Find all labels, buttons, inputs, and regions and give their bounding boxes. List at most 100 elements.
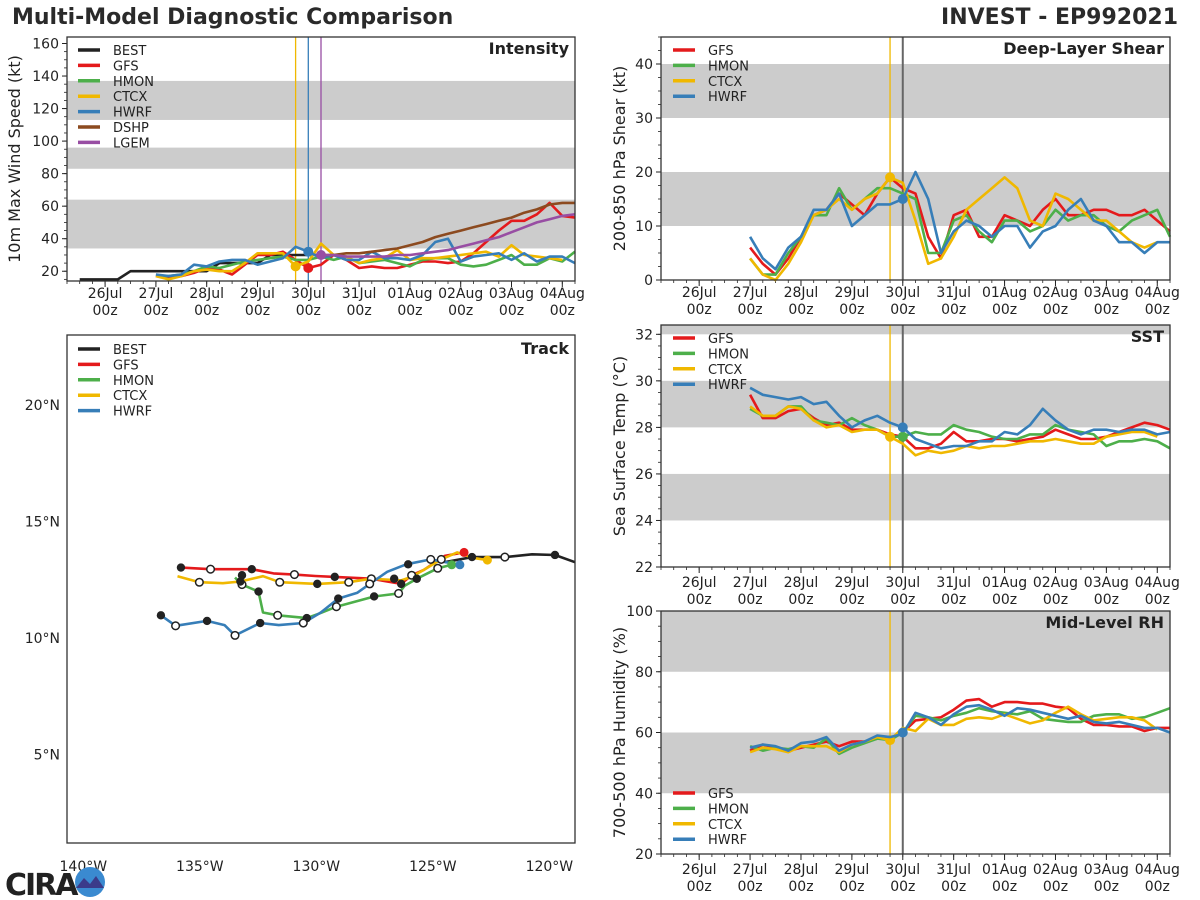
x-tick-label-hour: 00z bbox=[788, 302, 813, 318]
x-tick-label-hour: 00z bbox=[93, 303, 118, 319]
x-tick-label-date: 03Aug bbox=[1084, 862, 1129, 878]
panel-title: Mid-Level RH bbox=[1045, 613, 1164, 632]
legend-label-hmon: HMON bbox=[113, 374, 154, 389]
track-line-ctcx bbox=[177, 551, 488, 586]
threshold-band bbox=[661, 325, 1170, 335]
x-tick-label-date: 03Aug bbox=[1084, 285, 1129, 301]
logo-globe-icon bbox=[75, 867, 105, 897]
y-tick-label: 60 bbox=[635, 726, 653, 742]
track-point-open bbox=[205, 564, 216, 574]
track-point-filled bbox=[396, 579, 406, 589]
x-tick-label-date: 03Aug bbox=[489, 286, 534, 302]
init-marker-gfs bbox=[303, 262, 314, 273]
x-tick-label-hour: 00z bbox=[839, 879, 864, 895]
track-point-filled bbox=[313, 579, 322, 589]
track-point-filled bbox=[334, 594, 343, 603]
series-line-hwrf bbox=[748, 170, 1170, 271]
track-point-open bbox=[365, 579, 375, 589]
x-tick-label-hour: 00z bbox=[245, 303, 270, 319]
init-marker-ctcx bbox=[885, 431, 896, 442]
track-point-filled bbox=[369, 592, 379, 601]
y-tick-label: 80 bbox=[635, 665, 653, 681]
x-tick-label-hour: 00z bbox=[687, 879, 712, 895]
y-tick-label: 20 bbox=[41, 264, 59, 280]
x-tick-label-date: 26Jul bbox=[682, 862, 717, 878]
track-point-open bbox=[289, 570, 299, 580]
track-point-filled bbox=[236, 577, 245, 586]
plot-frame bbox=[660, 610, 1171, 855]
legend-label-best: BEST bbox=[113, 343, 146, 358]
threshold-band bbox=[661, 380, 1170, 428]
y-tick-label: 140 bbox=[32, 69, 59, 85]
x-tick-label-date: 04Aug bbox=[1135, 285, 1180, 301]
series-line-ctcx bbox=[749, 176, 1158, 282]
x-tick-label-hour: 00z bbox=[737, 592, 762, 608]
x-tick-label-hour: 00z bbox=[1094, 592, 1119, 608]
x-tick-label-hour: 00z bbox=[1094, 302, 1119, 318]
track-point-filled bbox=[156, 611, 166, 620]
y-tick-label: 10 bbox=[635, 219, 653, 235]
plot-frame bbox=[66, 36, 576, 282]
y-tick-label: 80 bbox=[41, 167, 59, 183]
x-tick-label-hour: 00z bbox=[941, 302, 966, 318]
x-tick-label-hour: 00z bbox=[737, 302, 762, 318]
y-tick-label: 26 bbox=[635, 467, 653, 483]
map-area bbox=[67, 335, 575, 843]
x-tick-label-hour: 00z bbox=[347, 303, 372, 319]
x-tick-label-date: 28Jul bbox=[784, 862, 819, 878]
x-tick-label-date: 30Jul bbox=[885, 285, 920, 301]
panel-title: Track bbox=[521, 339, 569, 358]
logo-text: CIRA bbox=[5, 868, 79, 900]
track-point-open bbox=[436, 554, 446, 564]
track-init-hmon bbox=[447, 560, 457, 570]
lat-tick-label: 5°N bbox=[34, 747, 60, 763]
lon-tick-label: 135°W bbox=[176, 859, 224, 875]
track-point-filled bbox=[255, 618, 265, 628]
track-point-filled bbox=[254, 587, 263, 596]
init-marker-hwrf bbox=[303, 246, 314, 257]
x-tick-label-date: 04Aug bbox=[1135, 575, 1180, 591]
track-point-open bbox=[171, 621, 181, 631]
legend-label-hwrf: HWRF bbox=[708, 90, 747, 105]
x-tick-label-date: 26Jul bbox=[88, 286, 123, 302]
x-tick-label-date: 27Jul bbox=[733, 575, 768, 591]
track-point-filled bbox=[389, 574, 399, 583]
y-tick-label: 24 bbox=[635, 513, 653, 529]
x-tick-label-date: 31Jul bbox=[936, 285, 971, 301]
x-tick-label-date: 01Aug bbox=[387, 286, 432, 302]
x-tick-label-hour: 00z bbox=[992, 302, 1017, 318]
track-point-filled bbox=[403, 560, 413, 569]
lon-tick-label: 130°W bbox=[293, 859, 341, 875]
series-line-lgem bbox=[321, 213, 576, 258]
panel-shear: 01020304026Jul00z27Jul00z28Jul00z29Jul00… bbox=[610, 36, 1180, 318]
x-tick-label-hour: 00z bbox=[737, 879, 762, 895]
legend-label-ctcx: CTCX bbox=[708, 75, 742, 90]
x-tick-label-hour: 00z bbox=[1145, 592, 1170, 608]
x-tick-label-date: 29Jul bbox=[835, 285, 870, 301]
x-tick-label-hour: 00z bbox=[1094, 879, 1119, 895]
track-point-filled bbox=[247, 564, 256, 574]
track-init-ctcx bbox=[482, 555, 492, 565]
track-point-open bbox=[433, 563, 443, 573]
x-tick-label-date: 01Aug bbox=[982, 575, 1027, 591]
legend-label-hwrf: HWRF bbox=[708, 378, 747, 393]
lon-tick-label: 120°W bbox=[526, 859, 574, 875]
map-frame bbox=[66, 334, 576, 844]
y-tick-label: 30 bbox=[635, 111, 653, 127]
lon-tick-label: 125°W bbox=[409, 859, 457, 875]
panel-track: 140°W 135°W 130°W 125°W 120°W5°N10°N15°N20°N… bbox=[25, 334, 576, 875]
track-point-filled bbox=[467, 552, 477, 562]
x-tick-label-date: 29Jul bbox=[835, 575, 870, 591]
series-line-ctcx bbox=[749, 705, 1159, 754]
y-tick-label: 100 bbox=[626, 604, 653, 620]
y-axis-label: 700-500 hPa Humidity (%) bbox=[610, 627, 629, 838]
track-point-filled bbox=[550, 550, 560, 560]
panel-title: SST bbox=[1131, 327, 1164, 346]
x-tick-label-date: 30Jul bbox=[291, 286, 326, 302]
x-tick-label-date: 27Jul bbox=[733, 285, 768, 301]
y-axis-label: 10m Max Wind Speed (kt) bbox=[5, 55, 24, 263]
cira-logo: CIRA bbox=[5, 867, 105, 900]
